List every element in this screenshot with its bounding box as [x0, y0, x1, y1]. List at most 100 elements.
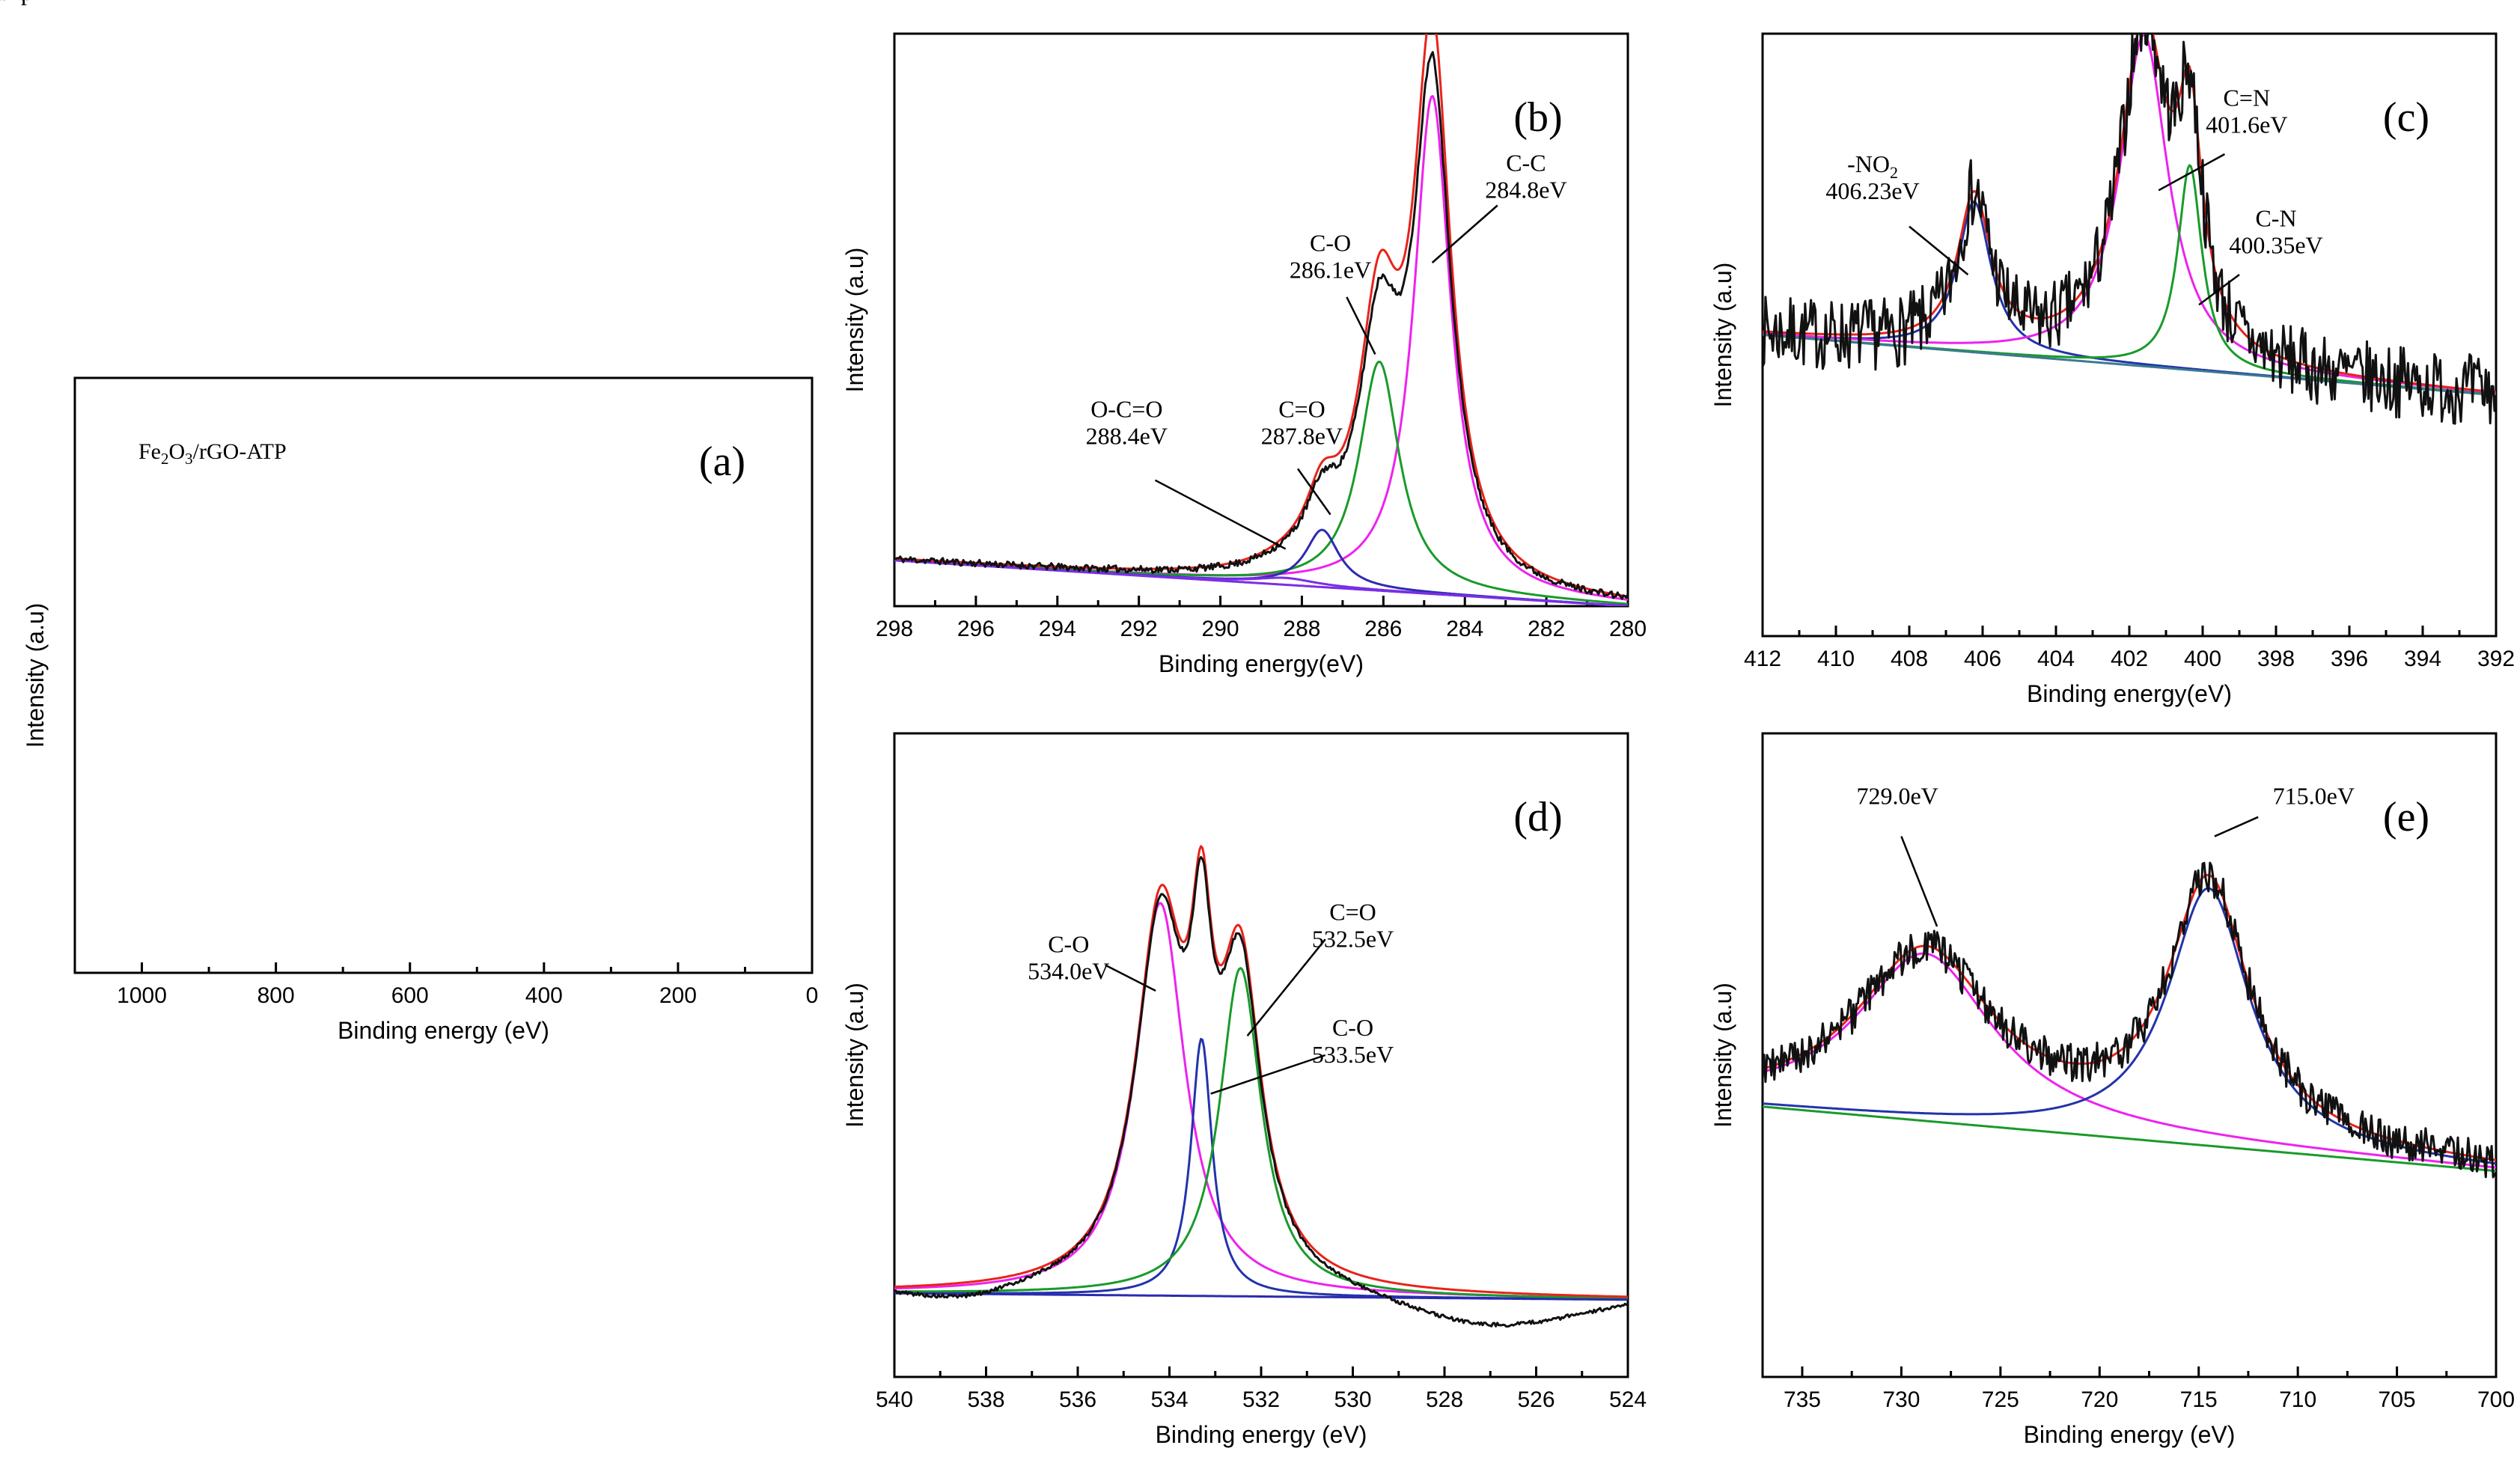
- peak-annotation: C-O: [1332, 1014, 1373, 1041]
- x-tick-label: 294: [1039, 617, 1076, 641]
- panel-c: 412 410 408 406 404 402 400 398 396 394 392 Binding…: [1709, 0, 2515, 707]
- annotation-leader: [1901, 837, 1937, 926]
- x-tick-label: 396: [2331, 647, 2368, 671]
- x-axis-label: Binding energy (eV): [1156, 1421, 1367, 1448]
- panel-e: 735 730 725 720 715 710 705 700 Binding energy (…: [1709, 733, 2515, 1448]
- x-axis-label: Binding energy(eV): [2027, 680, 2232, 707]
- x-tick-label: 292: [1120, 617, 1158, 641]
- x-tick-label: 524: [1609, 1387, 1647, 1412]
- x-tick-label: 530: [1334, 1387, 1371, 1412]
- panel-label: (d): [1513, 794, 1562, 840]
- x-tick-label: 200: [659, 983, 697, 1008]
- peak-annotation: 715.0eV: [2273, 783, 2355, 810]
- peak-annotation: O-C=O: [1090, 396, 1162, 423]
- peak-annotation: C=O: [1329, 898, 1376, 925]
- x-tick-label: 700: [2477, 1387, 2515, 1412]
- annotation-leader: [1433, 206, 1498, 263]
- panel-label: (b): [1513, 94, 1562, 141]
- peak-annotation: C-C: [1506, 150, 1546, 177]
- y-axis-label: Intensity (a.u): [22, 603, 49, 748]
- panel-label: (a): [699, 439, 745, 485]
- y-axis-label: Intensity (a.u): [1709, 983, 1736, 1128]
- x-tick-label: 538: [967, 1387, 1004, 1412]
- panel-d: 540 538 536 534 532 530 528 526 524 Binding energ…: [841, 733, 1647, 1448]
- x-tick-label: 282: [1528, 617, 1565, 641]
- annotation-leader: [1346, 297, 1375, 355]
- curves: [1763, 0, 2496, 424]
- x-tick-label: 705: [2379, 1387, 2416, 1412]
- x-tick-label: 296: [957, 617, 995, 641]
- series-background: [1763, 335, 2496, 396]
- y-axis-label: Intensity (a.u): [841, 983, 868, 1128]
- x-tick-label: 730: [1882, 1387, 1920, 1412]
- peak-annotation-energy: 400.35eV: [2229, 232, 2322, 259]
- annotation-leader: [2215, 817, 2258, 837]
- x-tick-label: 394: [2404, 647, 2441, 671]
- series-raw-data: [1763, 0, 2496, 424]
- x-tick-label: 536: [1059, 1387, 1096, 1412]
- series-raw-data: [1763, 863, 2496, 1177]
- x-tick-label: 710: [2279, 1387, 2316, 1412]
- x-tick-label: 288: [1283, 617, 1320, 641]
- x-tick-label: 715: [2180, 1387, 2218, 1412]
- x-tick-label: 404: [2037, 647, 2075, 671]
- peak-annotation-energy: 287.8eV: [1261, 423, 1343, 450]
- x-tick-label: 412: [1744, 647, 1781, 671]
- panel-a: 1000 800 600 400 200 0 Binding energy (eV) Inte…: [0, 0, 818, 1044]
- peak-annotation-energy: 406.23eV: [1825, 177, 1919, 204]
- annotation-leader: [1211, 1055, 1325, 1094]
- peak-annotation: * N1s: [0, 0, 28, 5]
- sample-label: Fe2O3/rGO-ATP: [138, 439, 287, 468]
- x-axis-label: Binding energy (eV): [338, 1017, 549, 1044]
- x-tick-label: 528: [1426, 1387, 1463, 1412]
- x-tick-label: 540: [876, 1387, 913, 1412]
- x-tick-label: 0: [806, 983, 819, 1008]
- x-tick-label: 284: [1446, 617, 1483, 641]
- curves: [894, 846, 1628, 1327]
- x-tick-label: 720: [2081, 1387, 2118, 1412]
- x-tick-label: 410: [1817, 647, 1855, 671]
- peak-annotation: C-N: [2255, 205, 2296, 232]
- peak-annotation: C-O: [1048, 930, 1089, 957]
- x-tick-label: 800: [257, 983, 295, 1008]
- x-tick-label: 408: [1891, 647, 1928, 671]
- x-tick-label: 392: [2477, 647, 2515, 671]
- panel-label: (e): [2383, 794, 2429, 840]
- x-tick-label: 1000: [117, 983, 167, 1008]
- peak-annotation: C=N: [2224, 85, 2271, 112]
- annotation-leader: [1155, 480, 1285, 549]
- annotation-leader: [1248, 939, 1325, 1036]
- xps-figure: 1000 800 600 400 200 0 Binding energy (eV) Inte…: [0, 0, 2520, 1460]
- peak-annotation: 729.0eV: [1856, 783, 1938, 810]
- x-tick-label: 400: [2184, 647, 2221, 671]
- panel-label: (c): [2383, 94, 2429, 141]
- x-tick-label: 398: [2257, 647, 2295, 671]
- annotation-leader: [1105, 965, 1156, 991]
- peak-annotation-energy: 533.5eV: [1312, 1041, 1394, 1068]
- peak-annotation: C-O: [1310, 230, 1351, 257]
- x-tick-label: 402: [2111, 647, 2148, 671]
- x-tick-label: 526: [1517, 1387, 1555, 1412]
- x-tick-label: 735: [1784, 1387, 1821, 1412]
- x-tick-label: 532: [1242, 1387, 1280, 1412]
- peak-annotation: C=O: [1278, 396, 1325, 423]
- x-tick-label: 406: [1964, 647, 2001, 671]
- x-tick-label: 600: [391, 983, 429, 1008]
- x-axis-label: Binding energy (eV): [2024, 1421, 2236, 1448]
- x-tick-label: 290: [1202, 617, 1239, 641]
- x-axis-label: Binding energy(eV): [1159, 650, 1364, 677]
- x-tick-label: 400: [525, 983, 563, 1008]
- panel-b: 298 296 294 292 290 288 286 284 282 280 Binding en…: [841, 10, 1647, 677]
- x-tick-label: 280: [1609, 617, 1647, 641]
- peak-annotation-energy: 284.8eV: [1485, 177, 1566, 204]
- peak-annotation-energy: 401.6eV: [2206, 112, 2287, 138]
- peak-annotation-energy: 532.5eV: [1312, 925, 1394, 952]
- peak-annotation-energy: 286.1eV: [1290, 257, 1371, 284]
- series-Fe-715-component: [1763, 888, 2496, 1164]
- x-tick-label: 725: [1982, 1387, 2019, 1412]
- curves: [1763, 863, 2496, 1177]
- y-axis-label: Intensity (a.u): [1709, 263, 1736, 408]
- series-fitted-sum: [894, 846, 1628, 1297]
- x-tick-label: 298: [876, 617, 913, 641]
- y-axis-label: Intensity (a.u): [841, 248, 868, 393]
